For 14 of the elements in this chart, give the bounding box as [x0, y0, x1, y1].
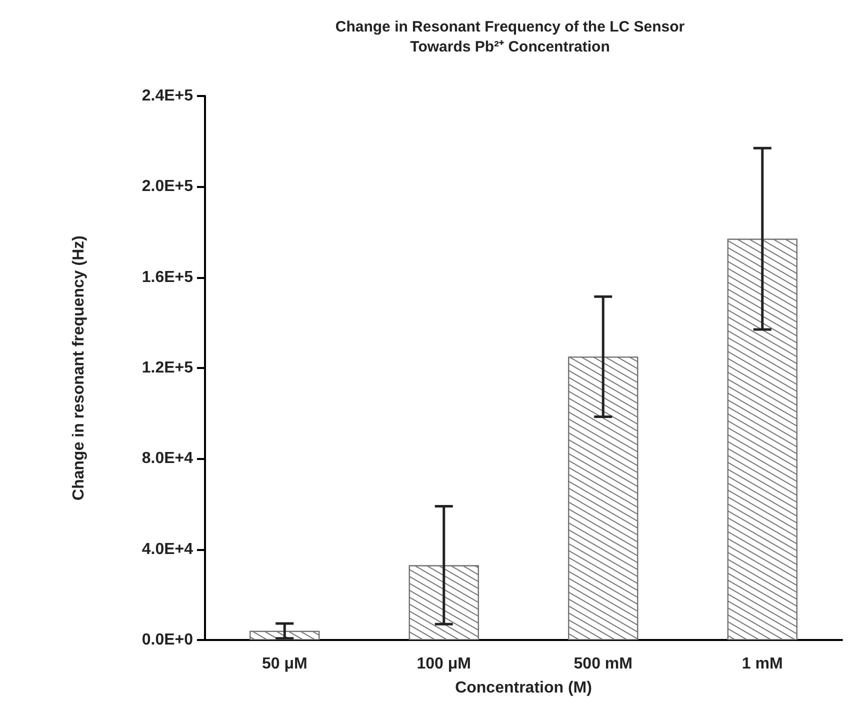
y-tick-label: 4.0E+4 [142, 540, 194, 558]
y-tick-label: 8.0E+4 [142, 450, 194, 468]
y-tick-label: 2.0E+5 [142, 178, 194, 196]
chart-title: Change in Resonant Frequency of the LC Sensor Towards Pb²⁺ Concentration [335, 18, 685, 56]
x-tick-label: 500 mM [574, 656, 632, 672]
x-tick-label: 50 μM [262, 656, 308, 672]
x-tick-label: 100 μM [416, 656, 472, 672]
x-axis-title: Concentration (M) [455, 680, 592, 696]
x-tick-label: 1 mM [742, 656, 783, 672]
y-axis-title: Change in resonant frequency (Hz) [70, 236, 88, 500]
y-tick-label: 1.2E+5 [142, 360, 194, 376]
y-tick-label: 2.4E+5 [142, 88, 194, 104]
y-tick-label: 0.0E+0 [142, 632, 194, 648]
y-tick-label: 1.6E+5 [142, 268, 194, 286]
